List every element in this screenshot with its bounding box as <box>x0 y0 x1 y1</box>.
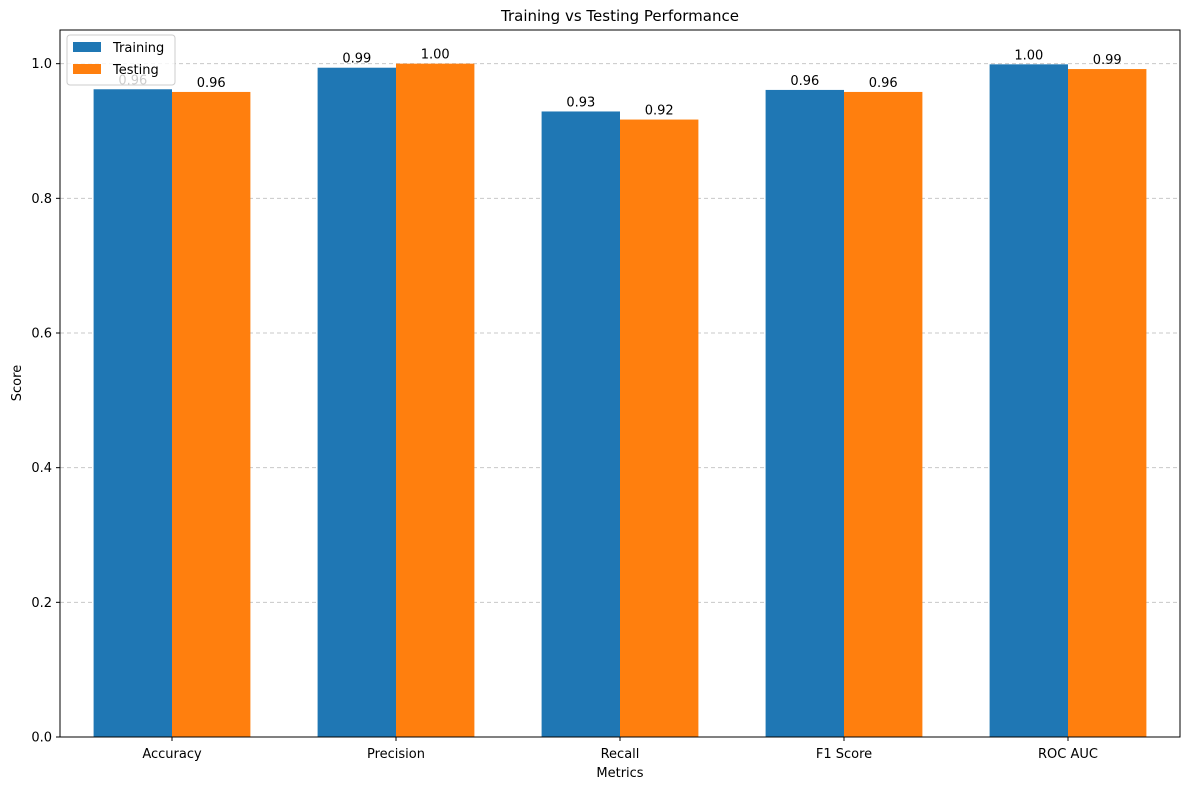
bar-training <box>989 64 1068 738</box>
bar-testing <box>620 119 699 737</box>
data-label-testing: 0.99 <box>1093 53 1122 68</box>
x-axis-ticks: Accuracy Precision Recall F1 Score ROC AUC <box>142 737 1098 762</box>
x-tick-label: Accuracy <box>142 747 202 762</box>
y-tick-label: 0.8 <box>31 192 52 207</box>
data-label-training: 0.93 <box>566 95 595 110</box>
data-label-training: 0.99 <box>342 52 371 67</box>
bar-testing <box>1068 69 1147 737</box>
data-label-training: 0.96 <box>790 74 819 89</box>
bar-testing <box>172 91 251 738</box>
legend-swatch-testing <box>73 64 101 74</box>
y-tick-label: 1.0 <box>31 57 52 72</box>
data-label-testing: 0.96 <box>197 76 226 91</box>
data-label-testing: 0.92 <box>645 104 674 119</box>
y-tick-label: 0.4 <box>31 461 52 476</box>
x-tick-label: Recall <box>601 747 640 762</box>
x-tick-label: Precision <box>367 747 425 762</box>
bar-training <box>317 67 396 737</box>
y-axis-label: Score <box>10 365 25 401</box>
data-label-training: 1.00 <box>1014 48 1043 63</box>
bars <box>93 63 1147 738</box>
bar-training <box>541 111 620 738</box>
data-label-testing: 0.96 <box>869 76 898 91</box>
legend: Training Testing <box>66 34 176 86</box>
legend-swatch-training <box>73 42 101 52</box>
bar-training <box>765 89 844 738</box>
y-tick-label: 0.0 <box>31 731 52 746</box>
y-axis-ticks: 0.0 0.2 0.4 0.6 0.8 1.0 <box>31 57 60 746</box>
bar-testing <box>396 63 475 737</box>
legend-label-training: Training <box>112 41 164 56</box>
bar-testing <box>844 91 923 738</box>
y-tick-label: 0.2 <box>31 596 52 611</box>
y-tick-label: 0.6 <box>31 327 52 342</box>
x-axis-label: Metrics <box>596 766 643 781</box>
data-label-testing: 1.00 <box>421 48 450 63</box>
x-tick-label: F1 Score <box>816 747 872 762</box>
chart-title: Training vs Testing Performance <box>500 7 739 25</box>
bar-training <box>93 89 172 737</box>
x-tick-label: ROC AUC <box>1038 747 1098 762</box>
legend-label-testing: Testing <box>112 63 159 78</box>
